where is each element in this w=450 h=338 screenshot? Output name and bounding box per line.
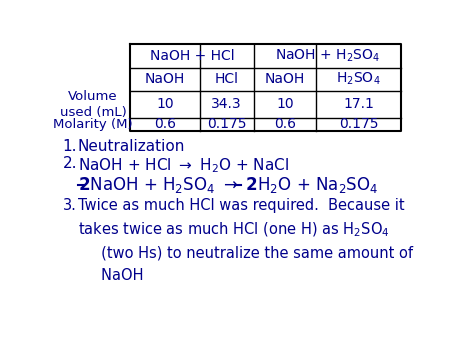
Text: Molarity (M): Molarity (M)	[53, 118, 133, 131]
Text: NaOH + HCl $\rightarrow$ H$_2$O + NaCl: NaOH + HCl $\rightarrow$ H$_2$O + NaCl	[78, 156, 289, 175]
Text: Neutralization: Neutralization	[78, 139, 185, 154]
Text: 0.175: 0.175	[339, 118, 378, 131]
Text: H$_2$SO$_4$: H$_2$SO$_4$	[336, 71, 381, 87]
Text: 34.3: 34.3	[212, 97, 242, 111]
Text: 0.175: 0.175	[207, 118, 247, 131]
Text: NaOH: NaOH	[144, 72, 185, 86]
Text: 0.6: 0.6	[154, 118, 176, 131]
Text: 10: 10	[276, 97, 294, 111]
Text: HCl: HCl	[215, 72, 239, 86]
Text: 10: 10	[156, 97, 174, 111]
Text: NaOH + H$_2$SO$_4$: NaOH + H$_2$SO$_4$	[275, 48, 380, 64]
Text: 1.: 1.	[63, 139, 77, 154]
Text: NaOH + HCl: NaOH + HCl	[149, 49, 234, 63]
Text: 17.1: 17.1	[343, 97, 374, 111]
Text: Volume
used (mL): Volume used (mL)	[60, 90, 126, 119]
Text: 2.: 2.	[63, 156, 77, 171]
Text: Twice as much HCl was required.  Because it
takes twice as much HCl (one H) as H: Twice as much HCl was required. Because …	[78, 198, 413, 283]
Text: $\mathbf{2}$NaOH + H$_2$SO$_4$ $\rightarrow$ $\mathbf{2}$H$_2$O + Na$_2$SO$_4$: $\mathbf{2}$NaOH + H$_2$SO$_4$ $\rightar…	[78, 174, 378, 195]
Text: 3.: 3.	[63, 198, 76, 213]
Text: NaOH: NaOH	[265, 72, 305, 86]
Text: 0.6: 0.6	[274, 118, 296, 131]
